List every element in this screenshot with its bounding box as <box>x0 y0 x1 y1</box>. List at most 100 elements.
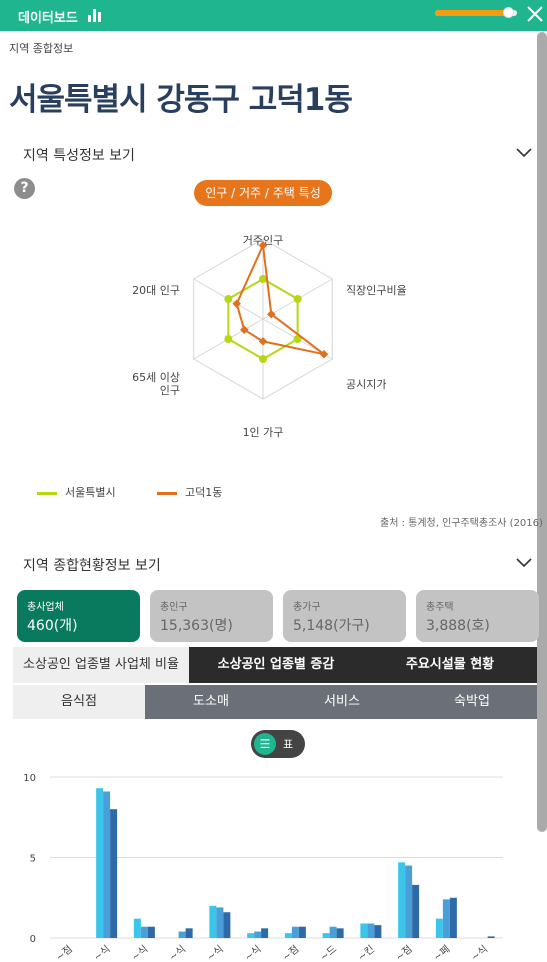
subtab-retail[interactable]: 도소매 <box>145 685 277 719</box>
bar <box>110 809 118 938</box>
slider-knob[interactable] <box>502 7 514 18</box>
chevron-down-icon[interactable] <box>515 147 533 159</box>
radar-axis-label: 직장인구비율 <box>346 284 407 297</box>
view-toggle[interactable]: ☰ 표 <box>251 730 305 758</box>
radar-point <box>293 295 302 303</box>
table-toggle-label[interactable]: 표 <box>283 738 294 751</box>
bar <box>103 791 111 938</box>
app-title: 데이터보드 <box>18 11 78 26</box>
radar-axis-label: 20대 인구 <box>132 284 180 297</box>
source-note: 출처 : 통계청, 인구주택총조사 (2016) <box>380 518 543 529</box>
radar-axis-label: 인구 <box>160 384 180 397</box>
x-tick-label: ~페 <box>431 943 452 962</box>
x-tick-label: ~식 <box>129 943 150 962</box>
bar <box>367 923 375 938</box>
bar <box>178 931 186 938</box>
subtab-restaurant[interactable]: 음식점 <box>13 685 145 719</box>
stat-value: 15,363(명) <box>160 618 233 634</box>
bar <box>336 928 344 938</box>
section-title-overview: 지역 종합현황정보 보기 <box>23 558 161 574</box>
subtab-service[interactable]: 서비스 <box>277 685 407 719</box>
level-slider[interactable] <box>435 7 517 18</box>
bar <box>298 926 306 938</box>
x-tick-label: ~식 <box>242 943 263 962</box>
x-tick-label: ~식 <box>469 943 490 962</box>
tab-business-ratio[interactable]: 소상공인 업종별 사업체 비율 <box>13 647 189 683</box>
subtab-lodging[interactable]: 숙박업 <box>407 685 537 719</box>
bar <box>487 936 495 938</box>
stat-value: 3,888(호) <box>426 618 490 634</box>
chevron-down-icon[interactable] <box>515 557 533 569</box>
tab-business-change[interactable]: 소상공인 업종별 증감 <box>189 647 363 683</box>
bar <box>449 897 457 938</box>
stat-card-businesses[interactable]: 총사업체 460(개) <box>17 590 140 642</box>
y-tick-label: 0 <box>30 934 36 945</box>
x-tick-label: ~킨 <box>356 943 377 962</box>
main-tabs: 소상공인 업종별 사업체 비율 소상공인 업종별 증감 주요시설물 현황 <box>13 647 537 683</box>
bar <box>398 862 406 938</box>
radar-point <box>232 299 241 309</box>
stat-value: 5,148(가구) <box>293 618 370 634</box>
bar <box>360 923 368 938</box>
radar-axis-label: 65세 이상 <box>132 371 180 384</box>
stat-label: 총인구 <box>160 602 188 613</box>
radar-axis-label: 1인 가구 <box>243 426 284 439</box>
bar <box>261 928 269 938</box>
x-tick-label: ~점 <box>54 943 75 962</box>
radar-axis-label: 공시지가 <box>346 378 386 391</box>
bar <box>322 933 330 938</box>
bar <box>133 918 141 938</box>
bar <box>223 912 231 938</box>
bar-chart: 0 5 10 ~점 ~식 ~식 ~식 ~식 ~식 ~점 ~드 ~킨 ~점 ~페 ~식 <box>23 773 503 962</box>
tab-facilities[interactable]: 주요시설물 현황 <box>363 647 537 683</box>
list-icon[interactable]: ☰ <box>254 733 276 755</box>
close-icon[interactable] <box>526 5 544 23</box>
section-title-region-features: 지역 특성정보 보기 <box>23 148 135 164</box>
radar-point <box>258 241 268 250</box>
legend-label: 서울특별시 <box>65 486 116 499</box>
radar-point <box>258 337 268 346</box>
bar <box>442 899 450 938</box>
x-tick-label: ~식 <box>205 943 226 962</box>
x-tick-label: ~식 <box>167 943 188 962</box>
bar <box>435 918 443 938</box>
stat-card-households[interactable]: 총가구 5,148(가구) <box>283 590 406 642</box>
top-bar: 데이터보드 <box>0 0 547 31</box>
bar <box>329 926 337 938</box>
bar <box>374 925 382 938</box>
y-tick-label: 5 <box>30 854 36 865</box>
sub-tabs: 음식점 도소매 서비스 숙박업 <box>13 685 537 719</box>
radar-point <box>319 349 329 359</box>
category-pill[interactable]: 인구 / 거주 / 주택 특성 <box>194 180 332 206</box>
scrollbar[interactable] <box>537 32 547 832</box>
stat-label: 총가구 <box>293 602 321 613</box>
stat-card-housing[interactable]: 총주택 3,888(호) <box>416 590 539 642</box>
bar <box>140 926 148 938</box>
bar <box>254 931 262 938</box>
page-title: 서울특별시 강동구 고덕1동 <box>9 82 353 118</box>
stat-value: 460(개) <box>27 618 78 634</box>
legend-item-godeok: 고덕1동 <box>157 484 222 500</box>
help-icon[interactable]: ? <box>14 178 35 199</box>
legend-swatch <box>37 491 57 495</box>
slider-fill <box>435 10 509 16</box>
breadcrumb: 지역 종합정보 <box>9 42 74 55</box>
bar <box>405 865 413 938</box>
radar-axis-label: 거주인구 <box>243 234 283 247</box>
stat-label: 총사업체 <box>27 602 64 613</box>
legend-label: 고덕1동 <box>185 486 223 499</box>
stat-card-population[interactable]: 총인구 15,363(명) <box>150 590 273 642</box>
legend-item-seoul: 서울특별시 <box>37 484 116 500</box>
x-tick-label: ~점 <box>280 943 301 962</box>
radar-point <box>224 335 233 343</box>
stat-label: 총주택 <box>426 602 454 613</box>
bar <box>284 933 292 938</box>
bar <box>412 884 420 938</box>
x-tick-label: ~식 <box>91 943 112 962</box>
bar <box>216 907 224 938</box>
bar <box>147 926 155 938</box>
radar-point <box>293 335 302 343</box>
radar-point <box>240 325 249 335</box>
radar-point <box>224 295 233 303</box>
